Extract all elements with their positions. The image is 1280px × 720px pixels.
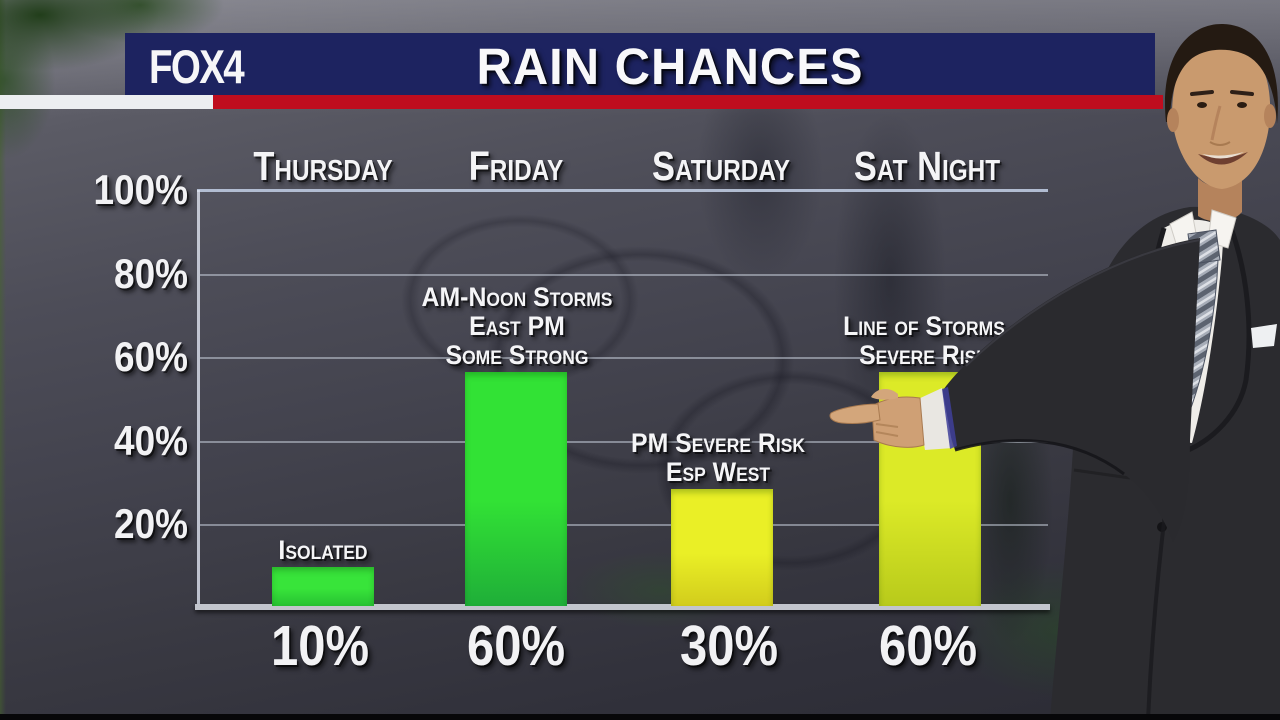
column-header-friday: Friday xyxy=(468,143,564,189)
value-label-thursday: 10% xyxy=(270,614,370,678)
annotation-line: Some Strong xyxy=(445,340,589,370)
bar-friday xyxy=(465,372,567,606)
gridline-40 xyxy=(200,441,1048,443)
column-header-sat-night: Sat Night xyxy=(853,143,1001,189)
value-label-sat-night: 60% xyxy=(878,614,978,678)
annotation-sat-night: Line of Storms Severe Risk xyxy=(768,312,1081,370)
annotation-friday: AM-Noon Storms East PM Some Strong xyxy=(361,283,674,370)
header-underline-red xyxy=(213,95,1163,109)
y-tick-60: 60% xyxy=(114,333,188,380)
annotation-saturday: PM Severe Risk Esp West xyxy=(562,429,875,487)
column-header-saturday: Saturday xyxy=(651,143,791,189)
chart-baseline xyxy=(195,604,1050,610)
frame-bottom-edge xyxy=(0,714,1280,720)
station-logo: FOX4 xyxy=(149,40,245,93)
suit-arm xyxy=(938,238,1200,542)
pointing-hand xyxy=(829,388,925,448)
bar-thursday xyxy=(272,567,374,606)
chart-y-axis-line xyxy=(197,190,200,610)
presenter-face xyxy=(1172,38,1271,189)
annotation-line: PM Severe Risk xyxy=(631,428,805,458)
chart-top-border xyxy=(197,189,1048,192)
header-underline-white xyxy=(0,95,213,109)
annotation-line: Line of Storms xyxy=(843,311,1005,341)
y-tick-20: 20% xyxy=(114,500,188,547)
pocket-square xyxy=(1251,324,1277,348)
header-banner: FOX4 RAIN CHANCES xyxy=(125,33,1155,95)
gridline-60 xyxy=(200,357,1048,359)
column-header-thursday: Thursday xyxy=(253,143,393,189)
neck xyxy=(1198,176,1242,222)
presenter-hair xyxy=(1165,23,1278,124)
y-tick-80: 80% xyxy=(114,250,188,297)
gridline-20 xyxy=(200,524,1048,526)
gridline-80 xyxy=(200,274,1048,276)
y-tick-40: 40% xyxy=(114,417,188,464)
shirt-cuff xyxy=(916,388,953,450)
page-title: RAIN CHANCES xyxy=(476,38,864,95)
annotation-line: Isolated xyxy=(278,535,368,565)
annotation-line: East PM xyxy=(469,311,565,341)
value-label-friday: 60% xyxy=(466,614,566,678)
value-label-saturday: 30% xyxy=(679,614,779,678)
annotation-line: AM-Noon Storms xyxy=(421,282,613,312)
bar-saturday xyxy=(671,489,773,606)
y-tick-100: 100% xyxy=(93,166,188,213)
annotation-line: Esp West xyxy=(665,457,771,487)
annotation-thursday: Isolated xyxy=(167,536,480,565)
